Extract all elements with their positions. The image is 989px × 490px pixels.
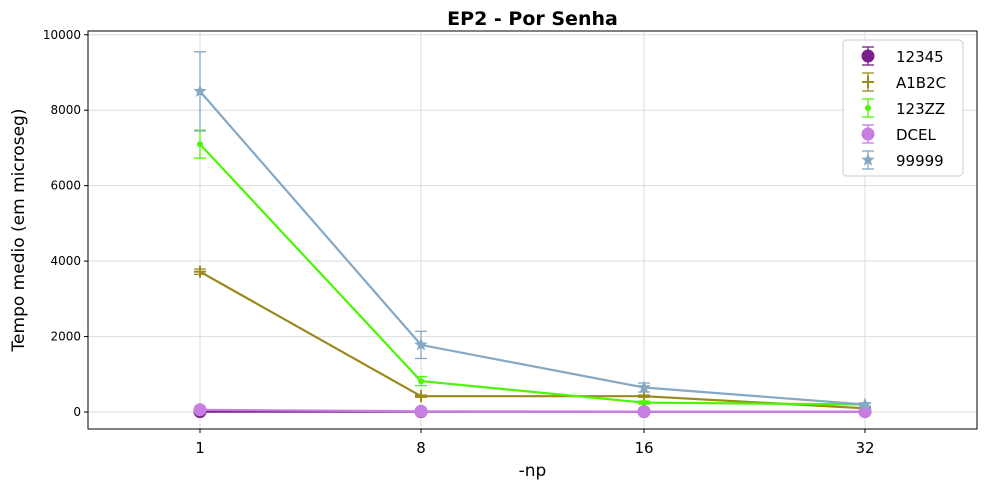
data-point <box>641 399 647 406</box>
legend-marker <box>865 105 871 111</box>
y-axis: 0 2000 4000 6000 8000 10000 <box>43 28 88 419</box>
legend-label: A1B2C <box>896 74 946 92</box>
legend-marker <box>861 153 875 166</box>
y-axis-label: Tempo medio (em microseg) <box>9 109 29 353</box>
data-point <box>194 265 206 278</box>
data-point <box>418 378 424 385</box>
plot-frame <box>87 30 978 430</box>
data-point <box>414 404 428 418</box>
legend-label: 12345 <box>896 48 944 66</box>
y-tick-label: 10000 <box>43 28 81 42</box>
y-tick-label: 6000 <box>50 179 81 193</box>
legend-marker <box>861 49 875 63</box>
x-axis-label: -np <box>519 461 547 481</box>
y-tick-label: 0 <box>73 405 81 419</box>
series-A1B2C <box>194 265 871 415</box>
legend: 12345 A1B2C 123ZZ DCEL 99999 <box>842 39 964 177</box>
data-point <box>858 397 872 411</box>
legend-item-12345: 12345 <box>861 46 944 66</box>
data-point <box>637 405 651 419</box>
legend-label: DCEL <box>896 126 937 144</box>
chart-title: EP2 - Por Senha <box>447 8 618 30</box>
y-tick-label: 4000 <box>50 254 81 268</box>
grid <box>88 31 977 429</box>
x-tick-label: 8 <box>416 439 426 457</box>
series-line <box>199 143 866 406</box>
legend-marker <box>862 76 874 88</box>
legend-item-A1B2C: A1B2C <box>862 72 946 92</box>
data-point <box>193 84 207 97</box>
data-point <box>637 380 651 394</box>
legend-item-DCEL: DCEL <box>861 124 937 144</box>
legend-item-99999: 99999 <box>861 150 944 170</box>
legend-label: 99999 <box>896 152 944 170</box>
legend-box <box>842 39 964 177</box>
series-line <box>199 270 866 410</box>
data-point <box>193 403 207 417</box>
series-DCEL <box>193 403 872 419</box>
series-line <box>199 90 866 406</box>
legend-item-123ZZ: 123ZZ <box>862 98 945 118</box>
x-tick-label: 16 <box>634 439 653 457</box>
legend-marker <box>861 127 875 141</box>
series-99999 <box>193 51 872 411</box>
data-point <box>415 390 427 403</box>
series-line <box>199 408 865 413</box>
legend-label: 123ZZ <box>896 100 945 118</box>
x-tick-label: 1 <box>195 439 205 457</box>
x-tick-label: 32 <box>855 439 874 457</box>
series-layer <box>193 51 872 419</box>
data-point <box>414 337 428 351</box>
x-axis: 1 8 16 32 <box>195 429 875 457</box>
y-tick-label: 2000 <box>50 330 81 344</box>
data-point <box>197 141 203 148</box>
y-tick-label: 8000 <box>50 103 81 117</box>
